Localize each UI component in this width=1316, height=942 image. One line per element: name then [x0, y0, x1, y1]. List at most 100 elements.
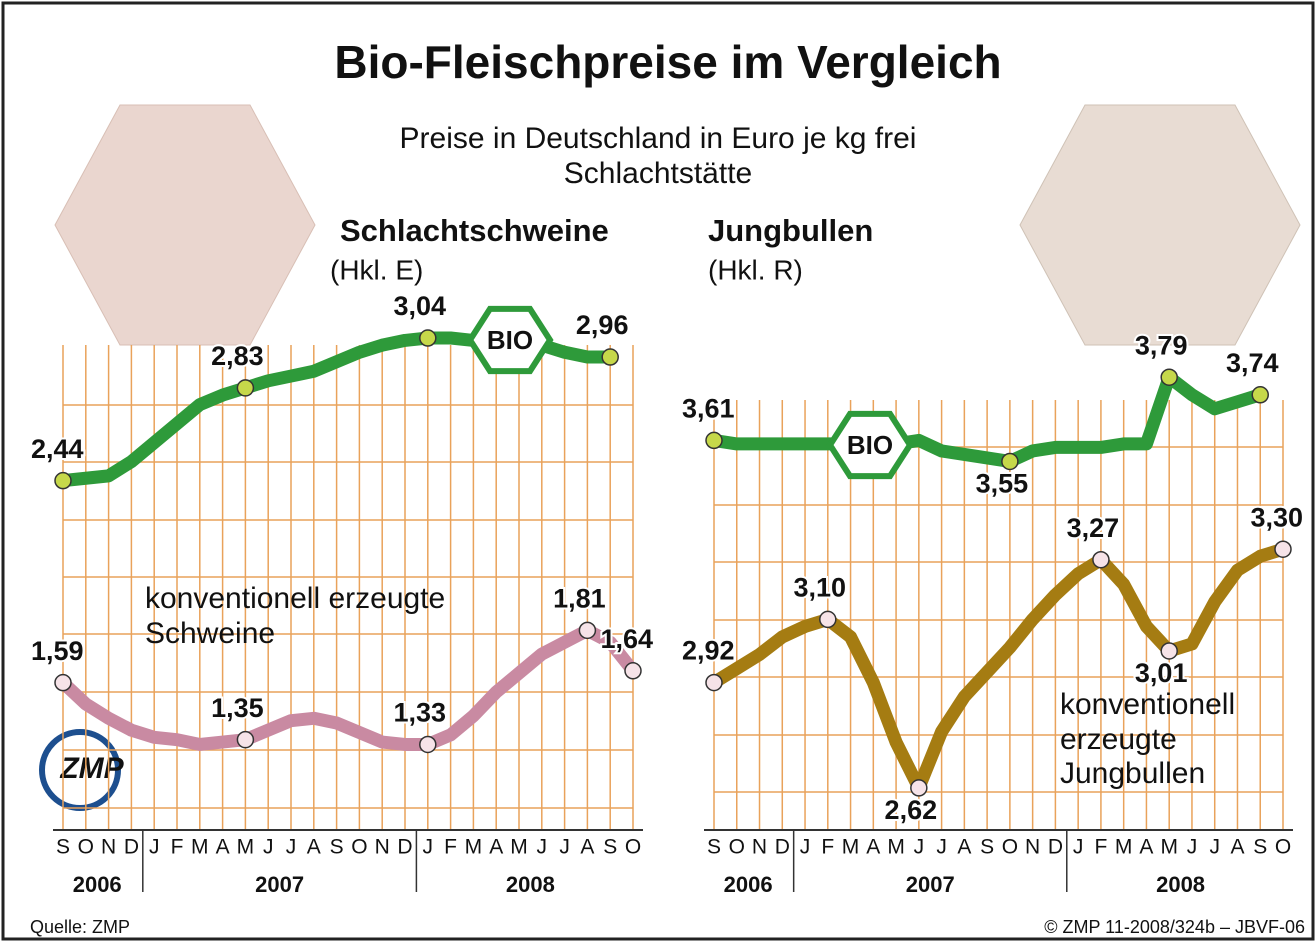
bio-logo-text: BIO — [847, 430, 893, 460]
x-tick-label: M — [510, 836, 528, 859]
data-point — [602, 349, 618, 365]
x-tick-label: F — [444, 836, 457, 859]
x-tick-label: F — [821, 836, 834, 859]
data-label: 1,35 — [211, 693, 264, 723]
data-label: 3,55 — [976, 469, 1029, 499]
x-tick-label: M — [237, 836, 255, 859]
bio-logo: BIO — [830, 414, 910, 476]
x-tick-label: M — [842, 836, 860, 859]
data-point — [706, 675, 722, 691]
x-tick-label: D — [397, 836, 412, 859]
x-tick-label: A — [1139, 836, 1153, 859]
data-point — [420, 736, 436, 752]
x-tick-label: F — [1095, 836, 1108, 859]
x-tick-label: N — [375, 836, 390, 859]
x-tick-label: J — [800, 836, 811, 859]
x-tick-label: A — [1230, 836, 1244, 859]
x-tick-label: O — [1275, 836, 1291, 859]
x-tick-label: O — [1002, 836, 1018, 859]
data-label: 2,96 — [576, 310, 629, 340]
data-label: 3,01 — [1135, 658, 1188, 688]
year-label: 2008 — [506, 872, 555, 897]
data-point — [420, 330, 436, 346]
x-tick-label: J — [149, 836, 160, 859]
data-point — [1093, 552, 1109, 568]
x-tick-label: J — [1187, 836, 1198, 859]
x-tick-label: N — [101, 836, 116, 859]
x-tick-label: M — [1115, 836, 1133, 859]
panel-title: Jungbullen — [708, 213, 873, 248]
x-tick-label: M — [465, 836, 483, 859]
source: Quelle: ZMP — [30, 917, 130, 937]
data-label: 1,81 — [553, 583, 606, 613]
x-tick-label: N — [752, 836, 767, 859]
x-tick-label: S — [707, 836, 721, 859]
page-subtitle: Preise in Deutschland in Euro je kg frei… — [358, 122, 958, 191]
x-tick-label: O — [625, 836, 641, 859]
x-tick-label: S — [56, 836, 70, 859]
bio-logo: BIO — [470, 309, 550, 371]
data-point — [237, 732, 253, 748]
data-point — [1275, 541, 1291, 557]
x-tick-label: S — [1253, 836, 1267, 859]
x-tick-label: J — [914, 836, 925, 859]
x-tick-label: D — [124, 836, 139, 859]
data-label: 3,04 — [394, 291, 447, 321]
x-tick-label: J — [936, 836, 947, 859]
x-tick-label: A — [216, 836, 230, 859]
data-point — [55, 675, 71, 691]
data-label: 3,10 — [794, 573, 847, 603]
data-point — [1161, 643, 1177, 659]
data-point — [1002, 453, 1018, 469]
x-tick-label: J — [423, 836, 434, 859]
data-point — [1252, 387, 1268, 403]
x-tick-label: A — [866, 836, 880, 859]
x-tick-label: O — [78, 836, 94, 859]
x-tick-label: S — [980, 836, 994, 859]
data-point — [625, 663, 641, 679]
x-tick-label: J — [537, 836, 548, 859]
x-tick-label: J — [286, 836, 297, 859]
copyright: © ZMP 11-2008/324b – JBVF-06 — [1044, 917, 1305, 937]
x-tick-label: M — [887, 836, 905, 859]
x-tick-label: O — [351, 836, 367, 859]
x-tick-label: M — [191, 836, 209, 859]
page-title: Bio-Fleischpreise im Vergleich — [334, 36, 1001, 88]
data-label: 3,79 — [1135, 330, 1188, 360]
data-label: 2,92 — [682, 636, 735, 666]
x-tick-label: A — [580, 836, 594, 859]
data-label: 3,30 — [1250, 502, 1303, 532]
x-tick-label: D — [1048, 836, 1063, 859]
x-tick-label: J — [559, 836, 570, 859]
data-label: 1,33 — [394, 698, 447, 728]
data-label: 2,83 — [211, 341, 264, 371]
data-point — [579, 622, 595, 638]
data-label: 2,44 — [31, 434, 84, 464]
year-label: 2006 — [73, 872, 122, 897]
year-label: 2008 — [1156, 872, 1205, 897]
x-tick-label: N — [1025, 836, 1040, 859]
panel-title: Schlachtschweine — [340, 213, 609, 248]
x-tick-label: J — [1073, 836, 1084, 859]
page: Bio-Fleischpreise im Vergleich Schlachts… — [0, 0, 1316, 942]
x-tick-label: S — [603, 836, 617, 859]
panel-subtitle: (Hkl. E) — [330, 254, 423, 285]
data-point — [237, 380, 253, 396]
data-point — [706, 432, 722, 448]
x-tick-label: O — [729, 836, 745, 859]
year-label: 2007 — [906, 872, 955, 897]
x-tick-label: M — [1160, 836, 1178, 859]
zmp-logo-text: ZMP — [59, 752, 124, 785]
x-tick-label: A — [489, 836, 503, 859]
data-label: 1,64 — [600, 624, 653, 654]
year-label: 2006 — [724, 872, 773, 897]
data-point — [55, 473, 71, 489]
data-label: 3,27 — [1067, 513, 1120, 543]
year-label: 2007 — [255, 872, 304, 897]
data-label: 3,61 — [682, 394, 735, 424]
x-tick-label: D — [775, 836, 790, 859]
data-label: 1,59 — [31, 636, 84, 666]
series-name: konventionell erzeugte Schweine — [145, 582, 485, 651]
x-tick-label: A — [307, 836, 321, 859]
data-point — [911, 780, 927, 796]
